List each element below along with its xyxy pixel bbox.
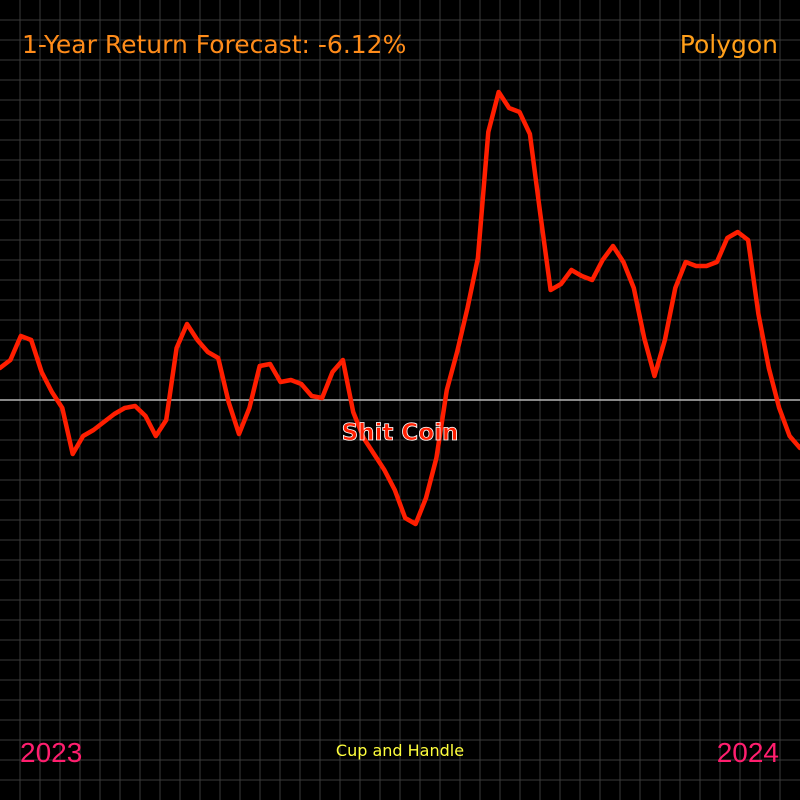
price-series-line — [0, 89, 800, 527]
chart-title: 1-Year Return Forecast: -6.12% — [22, 30, 406, 59]
pattern-label: Cup and Handle — [336, 741, 464, 760]
start-year-label: 2023 — [20, 737, 82, 768]
asset-name: Polygon — [680, 30, 778, 59]
end-year-label: 2024 — [717, 737, 779, 768]
chart-annotation: Shit Coin — [342, 420, 459, 446]
